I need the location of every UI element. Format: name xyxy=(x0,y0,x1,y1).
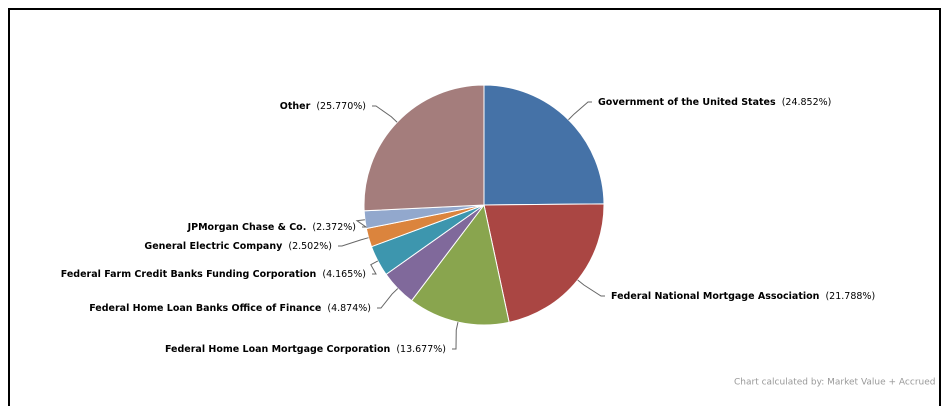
slice-name: Federal Farm Credit Banks Funding Corpor… xyxy=(61,269,317,280)
connector xyxy=(568,101,592,121)
slice-value: (13.677%) xyxy=(396,344,446,355)
slice-label: Federal National Mortgage Association (2… xyxy=(611,291,875,302)
slice-value: (21.788%) xyxy=(825,291,875,302)
connector xyxy=(355,219,368,228)
footnote: Chart calculated by: Market Value + Accr… xyxy=(734,378,935,388)
connector xyxy=(577,279,605,297)
slice-label: JPMorgan Chase & Co. (2.372%) xyxy=(187,222,356,233)
slice-value: (2.372%) xyxy=(312,222,356,233)
slice-value: (2.502%) xyxy=(288,241,332,252)
slice-label: Federal Home Loan Banks Office of Financ… xyxy=(89,303,371,314)
slice-name: Government of the United States xyxy=(598,97,776,108)
slice-value: (4.874%) xyxy=(327,303,371,314)
connector xyxy=(377,288,399,309)
slice-name: Federal National Mortgage Association xyxy=(611,291,820,302)
slice-name: Other xyxy=(280,101,311,112)
slice-name: Federal Home Loan Banks Office of Financ… xyxy=(89,303,321,314)
pie-slice xyxy=(483,84,605,206)
slice-value: (25.770%) xyxy=(316,101,366,112)
slice-label: General Electric Company (2.502%) xyxy=(144,241,332,252)
slice-label: Federal Home Loan Mortgage Corporation (… xyxy=(165,344,446,355)
slice-label: Other (25.770%) xyxy=(280,101,366,112)
connector xyxy=(372,105,398,123)
slice-value: (4.165%) xyxy=(322,269,366,280)
slice-label: Federal Farm Credit Banks Funding Corpor… xyxy=(61,269,366,280)
connector xyxy=(452,322,459,350)
slice-name: General Electric Company xyxy=(144,241,283,252)
slice-value: (24.852%) xyxy=(782,97,832,108)
slice-name: Federal Home Loan Mortgage Corporation xyxy=(165,344,391,355)
connector xyxy=(370,260,379,275)
slice-name: JPMorgan Chase & Co. xyxy=(187,222,307,233)
slice-label: Government of the United States (24.852%… xyxy=(598,97,831,108)
connector xyxy=(338,237,369,247)
